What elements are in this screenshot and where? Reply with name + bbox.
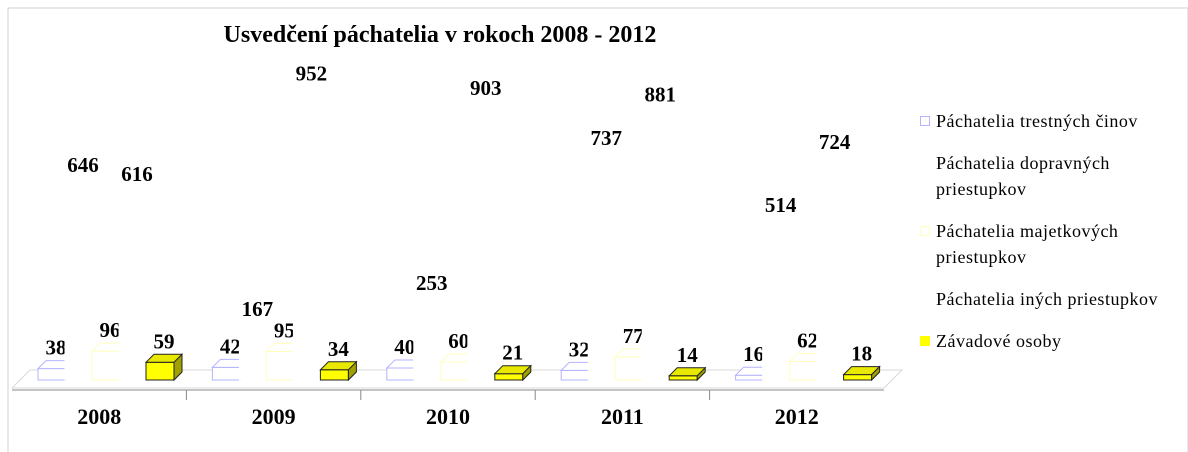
bar-face	[467, 108, 497, 381]
bar-face	[118, 194, 148, 381]
legend-label: Páchatelia dopravných priestupkov	[936, 153, 1110, 199]
legend-marker	[920, 336, 930, 346]
bar-face	[696, 366, 706, 382]
data-label: 616	[121, 162, 153, 186]
legend-item: Páchatelia iných priestupkov	[918, 286, 1183, 312]
bar	[292, 85, 331, 382]
legend-marker	[920, 158, 930, 168]
bar-face	[211, 366, 241, 381]
data-label: 18	[851, 342, 872, 366]
legend-item: Páchatelia majetkových priestupkov	[918, 218, 1183, 270]
bar-face	[614, 356, 644, 381]
bar-face	[871, 365, 881, 382]
bar-face	[319, 369, 349, 381]
legend-item: Páchatelia trestných činov	[918, 108, 1183, 134]
bar-face	[560, 369, 590, 381]
legend-item: Páchatelia dopravných priestupkov	[918, 150, 1183, 202]
data-label: 514	[765, 193, 797, 217]
bar	[842, 365, 881, 382]
bar-face	[292, 93, 322, 381]
bar-face	[735, 374, 765, 381]
bar-face	[495, 99, 505, 382]
bar	[667, 366, 707, 382]
data-label: 32	[569, 337, 590, 361]
data-label: 14	[677, 343, 699, 367]
bar	[493, 364, 533, 382]
bar-face	[440, 361, 470, 381]
data-label: 253	[416, 271, 448, 295]
bar-face	[843, 374, 873, 381]
legend-label: Páchatelia majetkových priestupkov	[936, 221, 1119, 267]
bar-face	[816, 162, 846, 381]
bar	[63, 176, 103, 382]
bar-face	[173, 353, 183, 382]
chart-title: Usvedčení páchatelia v rokoch 2008 - 201…	[224, 22, 657, 48]
data-label: 95	[274, 319, 295, 343]
data-label: 34	[328, 337, 350, 361]
legend-label: Páchatelia trestných činov	[936, 111, 1138, 131]
data-label: 737	[590, 126, 622, 150]
data-label: 38	[46, 336, 67, 360]
bar	[319, 360, 358, 382]
bar	[640, 106, 680, 382]
legend: Páchatelia trestných činov Páchatelia dop…	[918, 108, 1183, 370]
bar-face	[587, 158, 617, 381]
data-label: 62	[797, 328, 818, 352]
bar	[586, 149, 626, 382]
legend-marker	[920, 116, 930, 126]
data-label: 59	[154, 329, 175, 353]
bar-face	[669, 106, 679, 382]
data-label: 42	[220, 334, 241, 358]
data-label: 646	[67, 153, 99, 177]
data-label: 77	[623, 324, 644, 348]
bar-face	[145, 361, 175, 381]
data-label: 167	[242, 297, 274, 321]
x-tick-label: 2008	[77, 404, 121, 429]
legend-marker	[920, 226, 930, 236]
x-tick-label: 2011	[601, 404, 644, 429]
legend-item: Závadové osoby	[918, 328, 1183, 354]
bar	[815, 153, 854, 382]
bar	[761, 216, 800, 382]
bar-face	[668, 375, 698, 381]
x-tick-label: 2012	[775, 404, 819, 429]
bar-face	[91, 350, 121, 381]
legend-label: Páchatelia iných priestupkov	[936, 289, 1158, 309]
bar-face	[789, 360, 819, 381]
frame	[7, 7, 1188, 452]
data-label: 952	[296, 61, 328, 85]
data-label: 881	[644, 83, 676, 107]
bar-face	[641, 115, 671, 381]
bar-face	[238, 329, 268, 381]
legend-marker	[920, 294, 930, 304]
legend-label: Závadové osoby	[936, 331, 1062, 351]
bar-face	[494, 373, 524, 381]
data-label: 903	[470, 76, 502, 100]
x-tick-label: 2009	[252, 404, 296, 429]
bar-face	[265, 351, 295, 381]
data-label: 21	[502, 341, 523, 365]
bar	[117, 185, 157, 382]
bar	[144, 353, 184, 382]
bar-face	[37, 368, 67, 381]
data-label: 60	[448, 329, 469, 353]
bar-face	[386, 367, 416, 381]
data-label: 96	[100, 318, 121, 342]
bar-face	[64, 185, 94, 381]
bar	[466, 99, 506, 382]
data-label: 16	[743, 342, 764, 366]
data-label: 40	[394, 335, 415, 359]
data-label: 724	[819, 130, 851, 154]
bar	[412, 294, 452, 382]
bar-face	[762, 225, 792, 381]
x-tick-label: 2010	[426, 404, 470, 429]
bar-face	[413, 303, 443, 381]
bar-face	[347, 360, 357, 382]
bar-face	[522, 364, 532, 382]
